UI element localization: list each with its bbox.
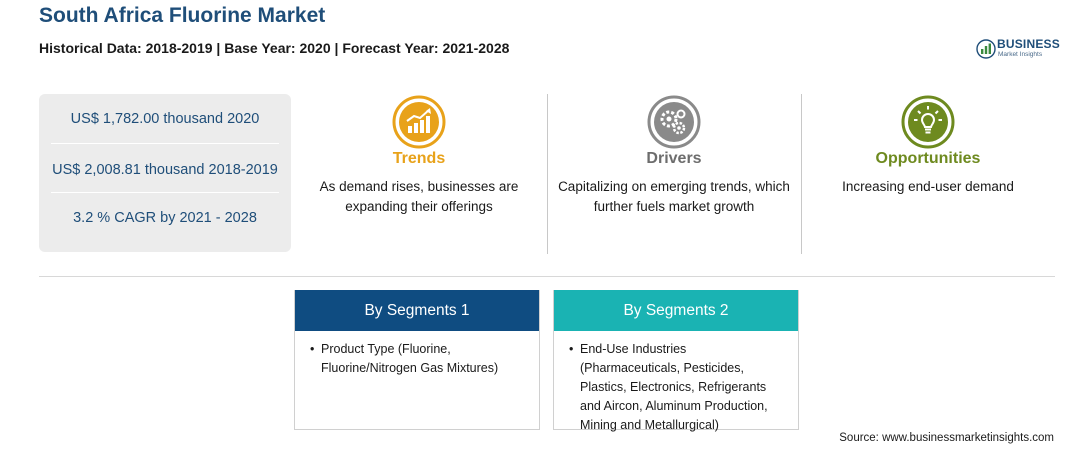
trends-heading: Trends	[392, 150, 446, 167]
lightbulb-icon	[901, 95, 955, 149]
page-title: South Africa Fluorine Market	[39, 4, 326, 27]
company-logo[interactable]: BUSINESS Market Insights	[975, 36, 1065, 62]
section-divider	[39, 276, 1055, 277]
page-subtitle: Historical Data: 2018-2019 | Base Year: …	[39, 40, 510, 56]
segment-2-title: By Segments 2	[554, 290, 798, 331]
stat-cagr: 3.2 % CAGR by 2021 - 2028	[73, 210, 257, 226]
segment-2-text: End-Use Industries (Pharmaceuticals, Pes…	[580, 342, 768, 432]
segment-1-box: By Segments 1 • Product Type (Fluorine, …	[294, 290, 540, 430]
logo-globe-icon	[976, 39, 996, 59]
market-stats-panel: US$ 1,782.00 thousand 2020 US$ 2,008.81 …	[39, 94, 291, 252]
segment-1-title: By Segments 1	[295, 290, 539, 331]
drivers-column: Drivers Capitalizing on emerging trends,…	[558, 94, 790, 217]
drivers-heading: Drivers	[646, 150, 702, 167]
trends-text: As demand rises, businesses are expandin…	[319, 179, 519, 214]
segment-1-body: • Product Type (Fluorine, Fluorine/Nitro…	[295, 331, 539, 378]
stat-market-value-historical: US$ 2,008.81 thousand 2018-2019	[52, 162, 278, 178]
drivers-text: Capitalizing on emerging trends, which f…	[558, 179, 790, 214]
column-divider	[801, 94, 802, 254]
segment-1-text: Product Type (Fluorine, Fluorine/Nitroge…	[321, 342, 499, 375]
segment-2-box: By Segments 2 • End-Use Industries (Phar…	[553, 290, 799, 432]
trends-column: Trends As demand rises, businesses are e…	[303, 94, 535, 217]
growth-chart-icon	[392, 95, 446, 149]
column-divider	[547, 94, 548, 254]
logo-name: BUSINESS	[997, 37, 1060, 51]
segment-2-body: • End-Use Industries (Pharmaceuticals, P…	[554, 331, 798, 435]
source-credit: Source: www.businessmarketinsights.com	[839, 432, 1054, 444]
opportunities-column: Opportunities Increasing end-user demand	[812, 94, 1044, 197]
stat-divider	[51, 143, 279, 144]
gears-icon	[647, 95, 701, 149]
bullet: •	[569, 342, 574, 356]
stat-divider	[51, 192, 279, 193]
logo-tagline: Market Insights	[998, 51, 1043, 58]
opportunities-text: Increasing end-user demand	[842, 179, 1014, 194]
stat-market-value-2020: US$ 1,782.00 thousand 2020	[70, 111, 260, 127]
opportunities-heading: Opportunities	[875, 150, 981, 167]
bullet: •	[310, 342, 315, 356]
